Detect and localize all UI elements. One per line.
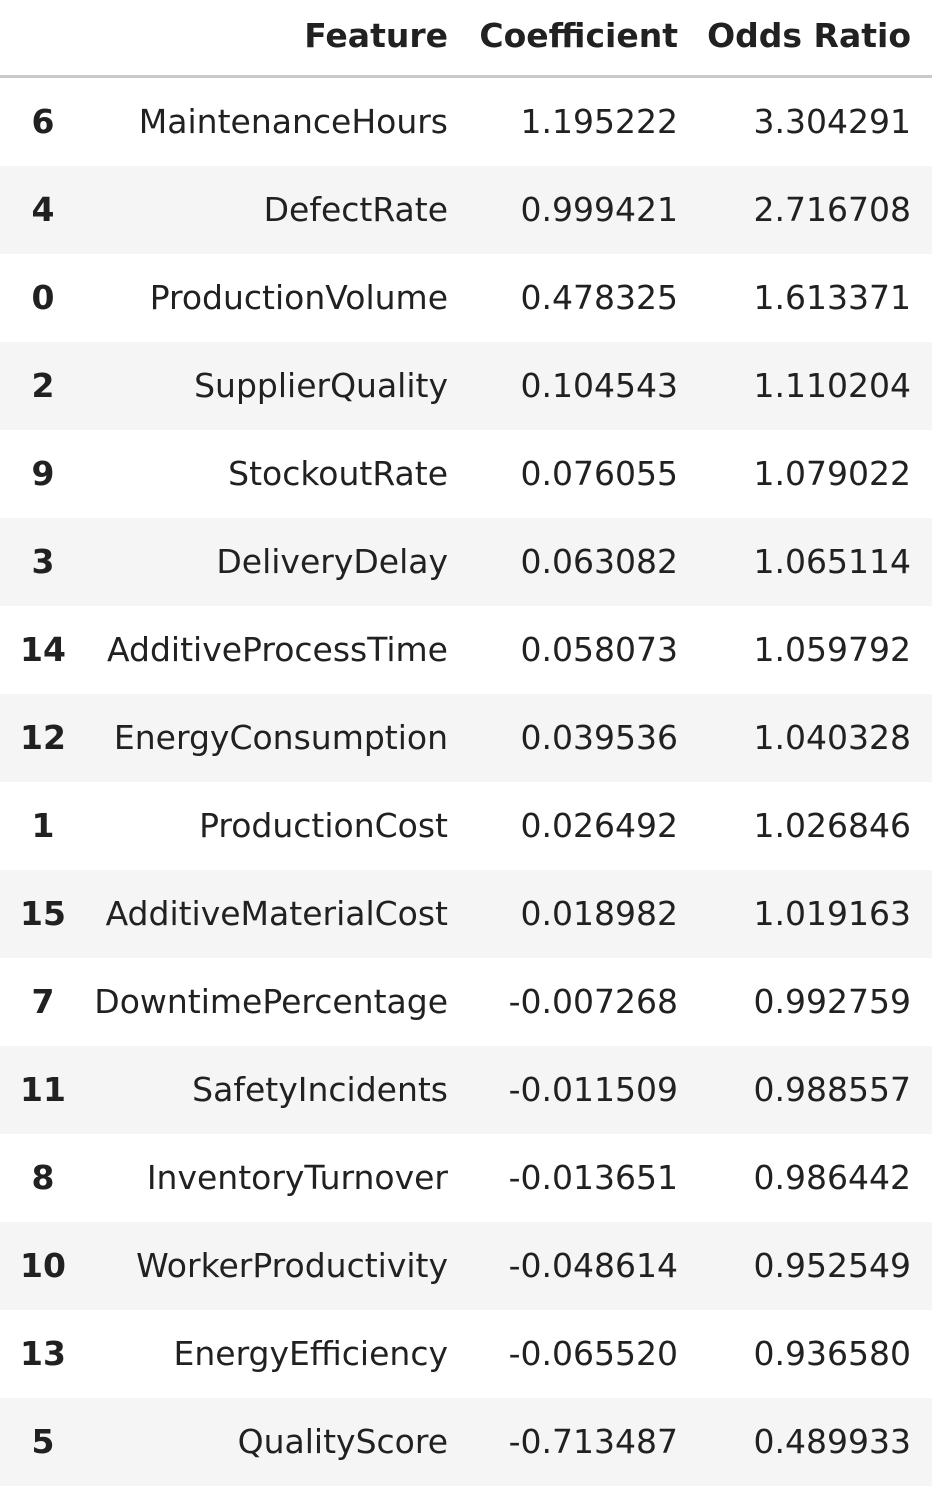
feature-cell: StockoutRate <box>86 430 468 518</box>
table-row: 13 EnergyEfficiency -0.065520 0.936580 <box>0 1310 932 1398</box>
feature-cell: EnergyEfficiency <box>86 1310 468 1398</box>
odds-ratio-cell: 1.026846 <box>698 782 932 870</box>
row-index: 7 <box>0 958 86 1046</box>
table-row: 1 ProductionCost 0.026492 1.026846 <box>0 782 932 870</box>
coefficient-cell: 1.195222 <box>468 77 698 167</box>
table-row: 5 QualityScore -0.713487 0.489933 <box>0 1398 932 1486</box>
odds-ratio-cell: 1.059792 <box>698 606 932 694</box>
coefficient-cell: 0.063082 <box>468 518 698 606</box>
table-row: 2 SupplierQuality 0.104543 1.110204 <box>0 342 932 430</box>
coefficient-cell: -0.013651 <box>468 1134 698 1222</box>
coefficient-cell: 0.058073 <box>468 606 698 694</box>
feature-cell: DeliveryDelay <box>86 518 468 606</box>
feature-cell: EnergyConsumption <box>86 694 468 782</box>
table-row: 3 DeliveryDelay 0.063082 1.065114 <box>0 518 932 606</box>
header-row: Feature Coefficient Odds Ratio <box>0 0 932 77</box>
coefficient-cell: -0.011509 <box>468 1046 698 1134</box>
odds-ratio-cell: 0.988557 <box>698 1046 932 1134</box>
coefficient-cell: -0.713487 <box>468 1398 698 1486</box>
odds-ratio-cell: 1.065114 <box>698 518 932 606</box>
odds-ratio-cell: 1.613371 <box>698 254 932 342</box>
feature-cell: DefectRate <box>86 166 468 254</box>
coefficient-cell: 0.076055 <box>468 430 698 518</box>
table-row: 11 SafetyIncidents -0.011509 0.988557 <box>0 1046 932 1134</box>
odds-ratio-cell: 0.992759 <box>698 958 932 1046</box>
row-index: 1 <box>0 782 86 870</box>
row-index: 4 <box>0 166 86 254</box>
feature-cell: WorkerProductivity <box>86 1222 468 1310</box>
feature-cell: SupplierQuality <box>86 342 468 430</box>
table-header: Feature Coefficient Odds Ratio <box>0 0 932 77</box>
coefficient-cell: 0.026492 <box>468 782 698 870</box>
table-row: 14 AdditiveProcessTime 0.058073 1.059792 <box>0 606 932 694</box>
table-row: 12 EnergyConsumption 0.039536 1.040328 <box>0 694 932 782</box>
feature-cell: AdditiveMaterialCost <box>86 870 468 958</box>
table-body: 6 MaintenanceHours 1.195222 3.304291 4 D… <box>0 77 932 1486</box>
table-row: 6 MaintenanceHours 1.195222 3.304291 <box>0 77 932 167</box>
coefficient-cell: 0.999421 <box>468 166 698 254</box>
odds-ratio-cell: 1.079022 <box>698 430 932 518</box>
row-index: 9 <box>0 430 86 518</box>
row-index: 5 <box>0 1398 86 1486</box>
table-row: 15 AdditiveMaterialCost 0.018982 1.01916… <box>0 870 932 958</box>
odds-ratio-cell: 1.019163 <box>698 870 932 958</box>
feature-cell: SafetyIncidents <box>86 1046 468 1134</box>
feature-cell: DowntimePercentage <box>86 958 468 1046</box>
odds-ratio-cell: 2.716708 <box>698 166 932 254</box>
coefficient-cell: 0.039536 <box>468 694 698 782</box>
row-index: 10 <box>0 1222 86 1310</box>
table-row: 9 StockoutRate 0.076055 1.079022 <box>0 430 932 518</box>
feature-cell: ProductionCost <box>86 782 468 870</box>
row-index: 12 <box>0 694 86 782</box>
odds-ratio-cell: 3.304291 <box>698 77 932 167</box>
table-row: 0 ProductionVolume 0.478325 1.613371 <box>0 254 932 342</box>
feature-header: Feature <box>86 0 468 77</box>
feature-cell: AdditiveProcessTime <box>86 606 468 694</box>
odds-ratio-cell: 1.040328 <box>698 694 932 782</box>
coefficient-cell: 0.478325 <box>468 254 698 342</box>
table-row: 10 WorkerProductivity -0.048614 0.952549 <box>0 1222 932 1310</box>
row-index: 0 <box>0 254 86 342</box>
feature-cell: QualityScore <box>86 1398 468 1486</box>
coefficient-cell: -0.048614 <box>468 1222 698 1310</box>
odds-ratio-cell: 0.952549 <box>698 1222 932 1310</box>
table-row: 8 InventoryTurnover -0.013651 0.986442 <box>0 1134 932 1222</box>
odds-ratio-cell: 0.986442 <box>698 1134 932 1222</box>
coefficient-cell: -0.065520 <box>468 1310 698 1398</box>
odds-ratio-header: Odds Ratio <box>698 0 932 77</box>
row-index: 3 <box>0 518 86 606</box>
coefficient-cell: 0.018982 <box>468 870 698 958</box>
feature-cell: MaintenanceHours <box>86 77 468 167</box>
row-index: 6 <box>0 77 86 167</box>
coefficient-cell: -0.007268 <box>468 958 698 1046</box>
odds-ratio-cell: 0.936580 <box>698 1310 932 1398</box>
odds-ratio-cell: 1.110204 <box>698 342 932 430</box>
table-row: 4 DefectRate 0.999421 2.716708 <box>0 166 932 254</box>
table-row: 7 DowntimePercentage -0.007268 0.992759 <box>0 958 932 1046</box>
feature-cell: InventoryTurnover <box>86 1134 468 1222</box>
index-header <box>0 0 86 77</box>
row-index: 15 <box>0 870 86 958</box>
row-index: 14 <box>0 606 86 694</box>
row-index: 13 <box>0 1310 86 1398</box>
coefficient-header: Coefficient <box>468 0 698 77</box>
coefficient-cell: 0.104543 <box>468 342 698 430</box>
row-index: 2 <box>0 342 86 430</box>
odds-ratio-cell: 0.489933 <box>698 1398 932 1486</box>
feature-cell: ProductionVolume <box>86 254 468 342</box>
row-index: 8 <box>0 1134 86 1222</box>
row-index: 11 <box>0 1046 86 1134</box>
